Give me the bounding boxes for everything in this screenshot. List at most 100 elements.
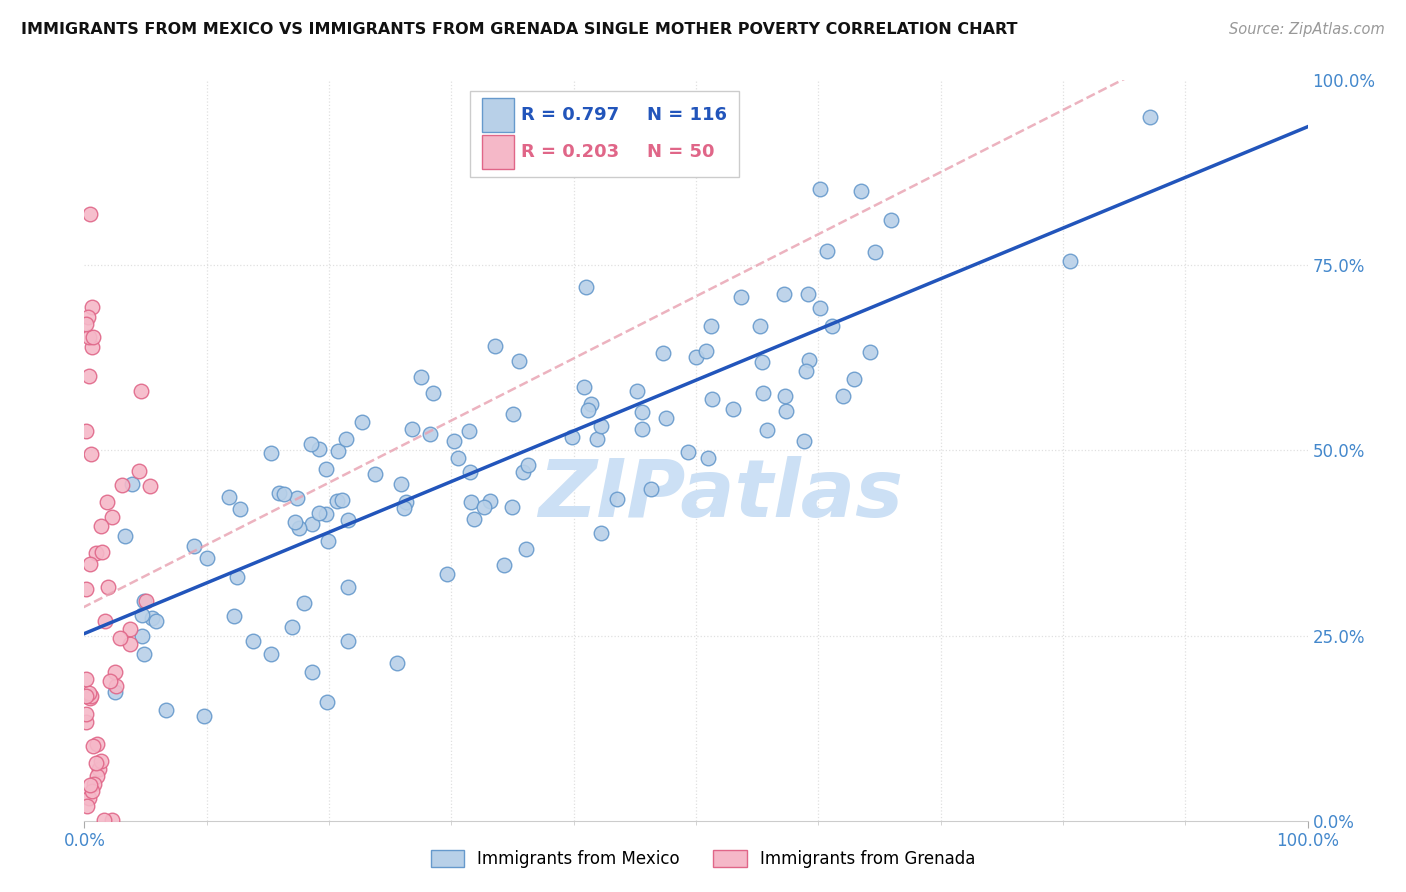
Point (484, 338, 506, 352)
Point (131, 384, 153, 398)
Point (606, 492, 628, 507)
Point (589, 419, 612, 434)
Point (315, 461, 337, 475)
Point (832, 389, 855, 403)
Point (104, 665, 127, 680)
Point (337, 513, 360, 527)
Point (114, 529, 136, 543)
Point (685, 350, 707, 364)
Point (86, 737, 108, 751)
Point (394, 501, 416, 516)
Point (120, 637, 142, 651)
Point (700, 318, 723, 333)
Point (328, 444, 350, 458)
Point (844, 372, 866, 386)
Text: ZIPatlas: ZIPatlas (538, 456, 903, 534)
Point (273, 487, 295, 501)
Point (422, 385, 444, 400)
Point (723, 402, 745, 417)
Point (155, 703, 177, 717)
Point (75, 318, 97, 332)
Point (631, 422, 654, 436)
Point (135, 594, 157, 608)
Point (316, 695, 339, 709)
Point (75, 707, 97, 722)
Point (131, 629, 153, 643)
Point (77, 685, 100, 699)
Point (443, 434, 465, 448)
Point (80, 340, 103, 354)
Point (75, 424, 97, 438)
Point (80, 689, 103, 703)
Point (702, 392, 724, 406)
Point (808, 182, 831, 196)
Point (86, 546, 108, 560)
FancyBboxPatch shape (482, 135, 513, 169)
Point (730, 290, 752, 304)
Point (287, 521, 309, 535)
Point (82, 329, 104, 343)
Point (96, 495, 118, 509)
Point (849, 185, 872, 199)
Point (301, 517, 323, 532)
Point (77, 791, 100, 805)
Point (1139, 110, 1161, 124)
Point (697, 451, 720, 466)
Point (80, 784, 103, 798)
Point (472, 500, 495, 515)
Point (631, 405, 654, 419)
Point (516, 458, 538, 472)
Point (695, 343, 717, 358)
Point (501, 500, 523, 515)
Point (463, 512, 485, 526)
Point (572, 380, 595, 394)
Point (364, 467, 387, 482)
Point (75, 715, 97, 730)
Point (508, 354, 530, 368)
Point (352, 416, 374, 430)
Point (821, 318, 844, 333)
Point (145, 614, 167, 628)
Point (195, 551, 218, 566)
Point (773, 286, 796, 301)
Point (512, 466, 534, 480)
Point (678, 445, 700, 459)
Point (108, 632, 131, 646)
Point (128, 464, 150, 478)
Point (395, 495, 418, 509)
Point (80, 447, 103, 461)
Point (299, 437, 322, 451)
Point (80, 300, 103, 314)
Point (83, 776, 105, 791)
Point (515, 541, 537, 556)
Point (132, 647, 155, 661)
Point (100, 813, 122, 827)
Point (316, 534, 339, 549)
Point (90, 755, 112, 769)
Point (242, 634, 264, 648)
Point (458, 465, 481, 479)
Point (794, 364, 817, 378)
Point (458, 424, 481, 438)
Point (492, 558, 515, 572)
Point (101, 509, 124, 524)
Point (111, 478, 134, 492)
Point (652, 345, 675, 359)
Point (79, 691, 101, 706)
Text: N = 50: N = 50 (647, 143, 714, 161)
Point (228, 501, 250, 516)
Point (561, 430, 583, 444)
Point (77, 369, 100, 384)
Point (815, 244, 838, 258)
Point (308, 442, 330, 456)
Point (301, 665, 323, 679)
Point (326, 493, 349, 508)
Point (591, 526, 613, 541)
Point (773, 388, 796, 402)
Point (752, 385, 775, 400)
Point (436, 567, 458, 582)
Point (76, 798, 98, 813)
Point (222, 608, 245, 623)
Point (193, 708, 215, 723)
Point (626, 384, 648, 399)
